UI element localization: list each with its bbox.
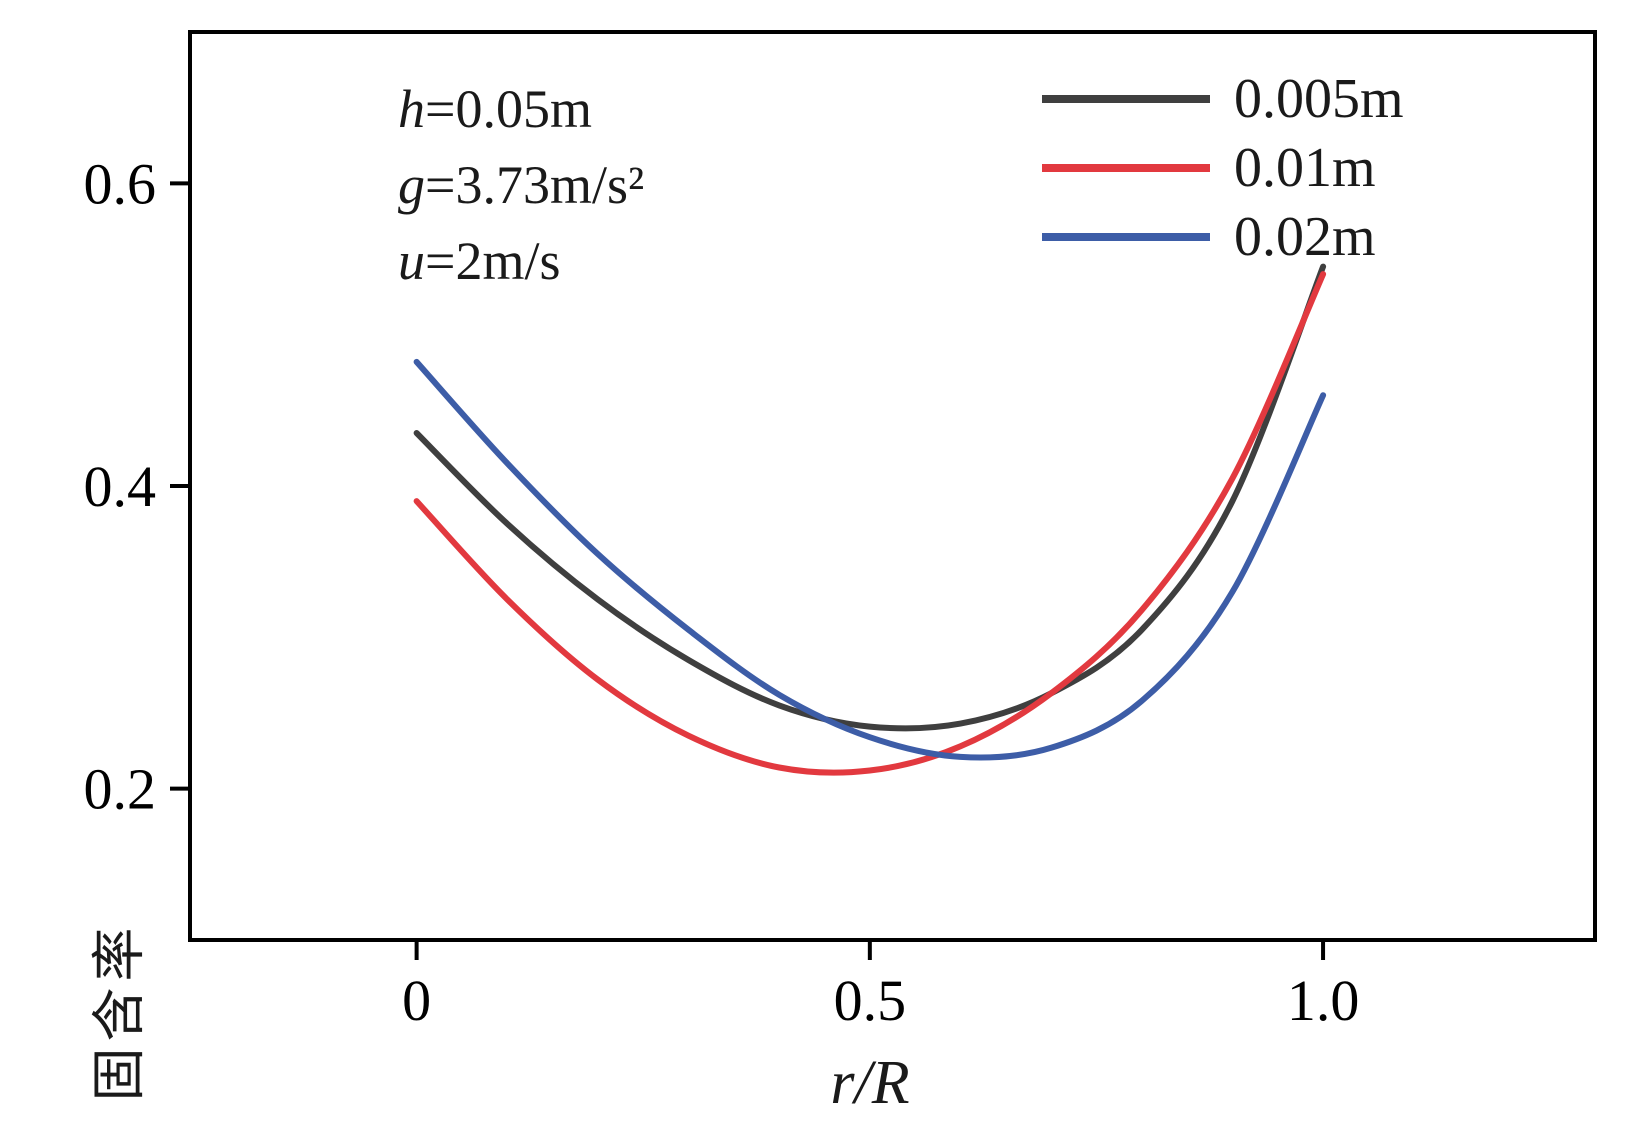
legend-swatch — [1042, 94, 1210, 103]
legend-label: 0.02m — [1234, 205, 1376, 268]
legend-item: 0.005m — [1042, 64, 1404, 133]
y-tick-label: 0.2 — [84, 757, 157, 822]
annotation-text: =2m/s — [425, 231, 561, 291]
annotation-text: =3.73m/s² — [425, 155, 645, 215]
legend-label: 0.005m — [1234, 67, 1404, 130]
legend-item: 0.01m — [1042, 133, 1404, 202]
legend-label: 0.01m — [1234, 136, 1376, 199]
legend-swatch — [1042, 232, 1210, 241]
annotation-block: h=0.05m g=3.73m/s² u=2m/s — [398, 78, 644, 292]
annotation-line: g=3.73m/s² — [398, 154, 644, 216]
annotation-symbol: h — [398, 79, 425, 139]
legend-item: 0.02m — [1042, 202, 1404, 271]
x-tick-label: 1.0 — [1287, 968, 1360, 1033]
annotation-line: u=2m/s — [398, 230, 644, 292]
annotation-text: =0.05m — [425, 79, 592, 139]
annotation-line: h=0.05m — [398, 78, 644, 140]
series-line-0 — [413, 263, 1327, 732]
y-tick-label: 0.4 — [84, 454, 157, 519]
series-line-1 — [413, 271, 1327, 776]
legend-swatch — [1042, 163, 1210, 172]
y-tick-label: 0.6 — [84, 151, 157, 216]
x-tick-label: 0 — [402, 968, 431, 1033]
series-line-2 — [413, 358, 1327, 761]
x-axis-label: r/R — [830, 1049, 910, 1117]
annotation-symbol: u — [398, 231, 425, 291]
legend: 0.005m 0.01m 0.02m — [1042, 64, 1404, 271]
annotation-symbol: g — [398, 155, 425, 215]
x-tick-label: 0.5 — [834, 968, 907, 1033]
